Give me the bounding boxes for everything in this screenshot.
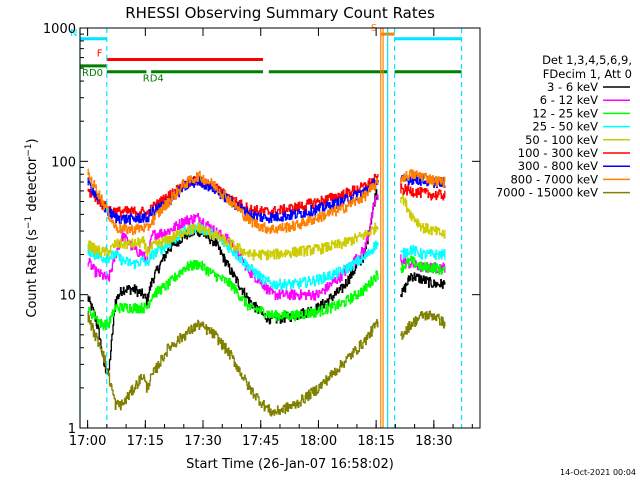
legend-label-7: 800 - 7000 keV: [510, 172, 598, 186]
series-line-7: [87, 168, 446, 236]
y-axis-title-part2: detector: [25, 156, 40, 216]
legend-label-8: 7000 - 15000 keV: [496, 186, 598, 200]
flag-label-2: S: [371, 23, 377, 34]
footer-timestamp: 14-Oct-2021 00:04: [560, 468, 636, 477]
plot-area: N F S RD0 RD4 17:00 17:15 17:30 17:45 18:00 18:15…: [43, 22, 481, 449]
ticks-layer: 17:00 17:15 17:30 17:45 18:00 18:15 18:30 1000 1…: [43, 22, 480, 449]
legend-label-2: 12 - 25 keV: [532, 106, 598, 120]
y-axis-title-sup2: −1: [24, 143, 34, 156]
y-axis-title-part3: ): [25, 138, 40, 143]
x-tick-label-4: 18:00: [300, 434, 337, 449]
legend-header-line2: FDecim 1, Att 0: [543, 67, 632, 81]
legend-label-1: 6 - 12 keV: [540, 93, 598, 107]
legend-label-6: 300 - 800 keV: [518, 159, 598, 173]
y-tick-label-1: 100: [51, 155, 76, 170]
legend-label-3: 25 - 50 keV: [532, 120, 598, 134]
legend-label-4: 50 - 100 keV: [525, 133, 598, 147]
flag-label-3: RD0: [82, 68, 103, 79]
x-tick-label-2: 17:30: [184, 434, 221, 449]
legend-header-line1: Det 1,3,4,5,6,9,: [542, 53, 632, 67]
x-tick-label-1: 17:15: [127, 434, 164, 449]
series-line-8: [87, 310, 446, 417]
x-tick-label-0: 17:00: [69, 434, 106, 449]
x-tick-label-3: 17:45: [242, 434, 279, 449]
series-line-4: [87, 193, 446, 261]
flags-layer: N F S RD0 RD4: [70, 23, 462, 85]
legend-label-0: 3 - 6 keV: [547, 80, 598, 94]
x-axis-title: Start Time (26-Jan-07 16:58:02): [186, 457, 394, 472]
y-axis-title-sup1: −1: [24, 216, 34, 229]
flag-label-4: RD4: [143, 74, 164, 85]
series-layer: [87, 168, 446, 417]
series-line-2: [87, 255, 446, 331]
y-axis-title-part1: Count Rate (s: [25, 229, 40, 318]
y-tick-label-2: 10: [59, 289, 76, 304]
flag-label-0: N: [70, 28, 77, 39]
y-tick-label-3: 1: [68, 422, 76, 437]
series-line-3: [87, 222, 446, 291]
x-tick-label-6: 18:30: [415, 434, 452, 449]
y-tick-label-0: 1000: [43, 22, 76, 37]
chart-title: RHESSI Observing Summary Count Rates: [125, 4, 435, 22]
series-line-0: [87, 189, 446, 375]
x-tick-label-5: 18:15: [357, 434, 394, 449]
y-axis-title: Count Rate (s−1 detector−1): [24, 138, 40, 317]
flag-label-1: F: [97, 49, 103, 60]
legend: Det 1,3,4,5,6,9, FDecim 1, Att 0 3 - 6 k…: [496, 53, 632, 200]
legend-label-5: 100 - 300 keV: [518, 146, 598, 160]
